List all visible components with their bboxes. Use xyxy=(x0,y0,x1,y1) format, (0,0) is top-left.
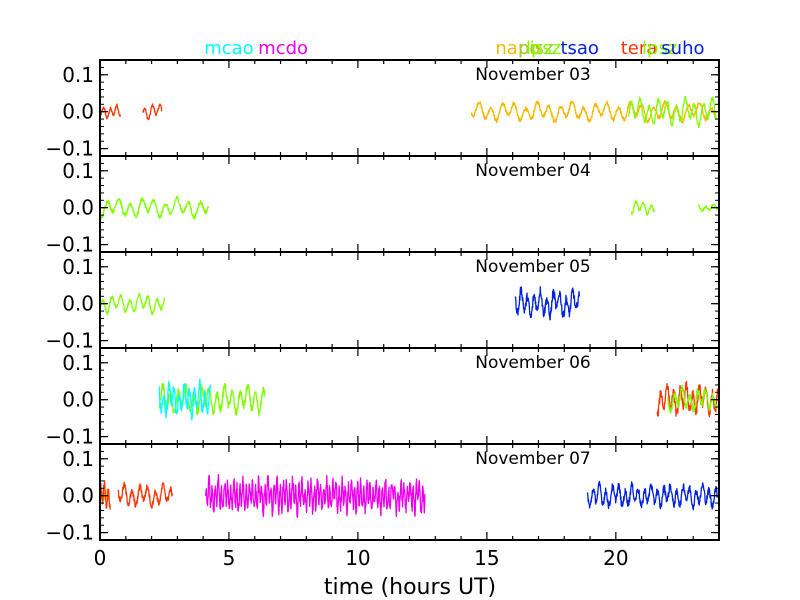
y-tick-label: 0.1 xyxy=(62,255,94,279)
x-tick-label: 10 xyxy=(345,546,370,570)
x-tick-label: 20 xyxy=(603,546,628,570)
station-label: tsao xyxy=(560,38,598,59)
panels: 0.1 0.0 −0.1 November 03 0.1 0.0 −0.1 November … xyxy=(45,59,720,545)
x-tick-label: 0 xyxy=(94,546,107,570)
series-line-lpsz xyxy=(100,195,209,220)
panel-series xyxy=(100,95,717,128)
station-label: mcdo xyxy=(258,38,308,59)
panel-title: November 06 xyxy=(475,353,590,373)
y-tick-label: 0.0 xyxy=(62,100,94,124)
y-tick-label: 0.0 xyxy=(62,196,94,220)
series-line-lpsz xyxy=(100,292,166,316)
station-label: pisz xyxy=(518,38,553,59)
series-line-tera xyxy=(142,103,163,121)
panel-title: November 07 xyxy=(475,449,590,469)
panel-title: November 05 xyxy=(475,257,590,277)
series-line-lpsz xyxy=(630,200,655,216)
y-tick-label: 0.1 xyxy=(62,159,94,183)
y-tick-label: 0.1 xyxy=(62,63,94,87)
panel-title: November 04 xyxy=(475,161,590,181)
series-line-mcao xyxy=(158,378,212,421)
x-axis: 0 5 10 15 20 xyxy=(94,546,629,570)
y-tick-label: −0.1 xyxy=(45,137,94,161)
series-line-tera xyxy=(100,103,122,120)
x-tick-label: 5 xyxy=(223,546,236,570)
panel-series xyxy=(100,195,719,220)
y-tick-label: −0.1 xyxy=(45,329,94,353)
station-label: lpsz xyxy=(526,38,561,59)
y-tick-label: 0.0 xyxy=(62,292,94,316)
y-tick-label: 0.1 xyxy=(62,351,94,375)
y-tick-label: −0.1 xyxy=(45,521,94,545)
series-line-lpsz xyxy=(667,384,719,414)
y-tick-label: 0.0 xyxy=(62,388,94,412)
panel-title: November 03 xyxy=(475,65,590,85)
series-line-lpsz xyxy=(697,203,719,213)
station-label: tera xyxy=(621,38,658,59)
series-line-tsao xyxy=(586,480,719,511)
station-label: napo xyxy=(495,38,540,59)
series-line-mcdo xyxy=(205,473,426,518)
series-line-lpsz xyxy=(628,95,717,128)
panel-2: 0.1 0.0 −0.1 November 04 xyxy=(45,155,720,257)
series-line-lpsz xyxy=(158,382,266,417)
series-line-tsao xyxy=(514,286,581,321)
x-tick-label: 15 xyxy=(474,546,499,570)
series-line-tera xyxy=(117,481,173,509)
station-label: suho xyxy=(661,38,704,59)
x-axis-label: time (hours UT) xyxy=(324,575,496,600)
panel-5: 0.1 0.0 −0.1 November 07 xyxy=(45,443,720,545)
station-label: mcao xyxy=(204,38,253,59)
panel-series xyxy=(158,378,719,421)
y-tick-label: 0.1 xyxy=(62,447,94,471)
panel-3: 0.1 0.0 −0.1 November 05 xyxy=(45,251,720,353)
panel-series xyxy=(100,286,581,321)
y-tick-label: −0.1 xyxy=(45,425,94,449)
station-label: lpsz xyxy=(642,38,677,59)
y-tick-label: −0.1 xyxy=(45,233,94,257)
y-tick-label: 0.0 xyxy=(62,484,94,508)
